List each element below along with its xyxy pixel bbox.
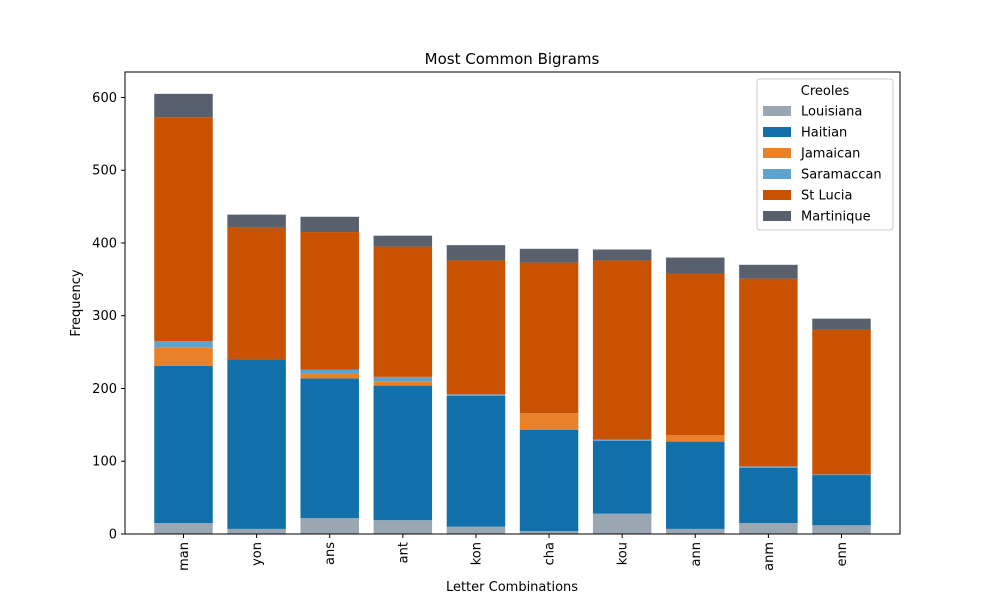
bar-cha-jamaican	[519, 413, 579, 430]
bar-ant-jamaican	[373, 381, 433, 386]
bar-kon-haitian	[446, 395, 506, 527]
bar-cha-louisiana	[519, 531, 579, 534]
bar-kon-saramaccan	[446, 394, 506, 396]
bar-yon-martinique	[227, 214, 286, 227]
bar-cha-martinique	[519, 248, 579, 263]
bar-enn-haitian	[812, 475, 871, 526]
legend-item-label: Martinique	[801, 210, 871, 225]
legend-swatch	[763, 211, 791, 221]
bar-ans-saramaccan	[300, 369, 359, 374]
bars-layer	[154, 93, 871, 534]
plot-frame	[124, 71, 901, 535]
y-tick-label: 0	[109, 528, 117, 543]
bar-man-martinique	[154, 93, 213, 118]
legend-title: Creoles	[801, 84, 850, 99]
bar-anm-louisiana	[739, 523, 798, 534]
y-tick-label: 100	[92, 455, 117, 470]
bar-kou-saramaccan	[592, 439, 652, 441]
bar-ann-louisiana	[666, 528, 725, 534]
bar-man-jamaican	[154, 347, 213, 366]
bar-man-haitian	[154, 365, 213, 524]
bar-ant-martinique	[373, 235, 433, 247]
legend-swatch	[763, 106, 791, 116]
y-axis-label: Frequency	[69, 269, 84, 336]
bar-yon-haitian	[227, 359, 286, 529]
bar-man-louisiana	[154, 523, 213, 534]
bar-ans-louisiana	[300, 517, 359, 534]
x-tick-label: kou	[616, 542, 631, 565]
bar-ann-st-lucia	[666, 273, 725, 436]
bar-yon-louisiana	[227, 528, 286, 534]
x-tick-label: man	[177, 542, 192, 571]
bar-kou-st-lucia	[592, 260, 652, 440]
legend-item-label: St Lucia	[801, 189, 852, 204]
legend-item-label: Saramaccan	[801, 168, 882, 183]
x-axis-label: Letter Combinations	[446, 580, 578, 595]
bar-anm-haitian	[739, 467, 798, 524]
x-tick-label: cha	[543, 542, 558, 565]
legend-item-label: Jamaican	[800, 147, 860, 162]
bar-kou-haitian	[592, 440, 652, 514]
x-tick-label: ant	[396, 542, 411, 563]
y-tick-label: 300	[92, 309, 117, 324]
legend-item-label: Haitian	[801, 126, 847, 141]
bar-kon-louisiana	[446, 526, 506, 534]
bar-ant-haitian	[373, 385, 433, 521]
y-tick-label: 500	[92, 164, 117, 179]
bar-ann-haitian	[666, 441, 725, 529]
bar-ant-st-lucia	[373, 246, 433, 377]
bar-kon-martinique	[446, 245, 506, 261]
x-tick-label: ann	[689, 542, 704, 566]
bar-ant-louisiana	[373, 520, 433, 534]
bar-ant-saramaccan	[373, 376, 433, 382]
bar-kou-martinique	[592, 249, 652, 261]
x-tick-label: anm	[762, 542, 777, 571]
bar-ann-martinique	[666, 257, 725, 274]
legend-item-label: Louisiana	[801, 105, 862, 120]
bar-ans-martinique	[300, 216, 359, 233]
bar-anm-saramaccan	[739, 466, 798, 468]
legend-swatch	[763, 148, 791, 158]
legend-swatch	[763, 127, 791, 137]
x-tick-label: enn	[835, 542, 850, 566]
legend-swatch	[763, 190, 791, 200]
y-tick-label: 200	[92, 382, 117, 397]
chart-title: Most Common Bigrams	[425, 50, 600, 68]
x-tick-label: ans	[323, 542, 338, 565]
bar-anm-martinique	[739, 264, 798, 279]
legend: Creoles Louisiana Haitian Jamaican Saramacca…	[756, 78, 894, 231]
bar-man-saramaccan	[154, 341, 213, 348]
bar-ans-haitian	[300, 378, 359, 518]
bar-cha-st-lucia	[519, 262, 579, 414]
bar-enn-saramaccan	[812, 474, 871, 476]
x-tick-label: yon	[250, 542, 265, 566]
bar-ans-jamaican	[300, 373, 359, 379]
axes-layer: 0 100 200 300 400 500 600 man yon ans ant kon cha kou…	[92, 71, 901, 571]
bar-ans-st-lucia	[300, 232, 359, 370]
bar-kon-st-lucia	[446, 260, 506, 395]
y-tick-label: 400	[92, 236, 117, 251]
bar-ann-jamaican	[666, 435, 725, 442]
legend-swatch	[763, 169, 791, 179]
bar-cha-haitian	[519, 429, 579, 532]
bar-enn-martinique	[812, 318, 871, 330]
bar-enn-louisiana	[812, 525, 871, 534]
y-tick-label: 600	[92, 91, 117, 106]
bar-anm-st-lucia	[739, 278, 798, 467]
x-tick-label: kon	[469, 542, 484, 565]
bar-yon-st-lucia	[227, 226, 286, 360]
bar-man-st-lucia	[154, 117, 213, 342]
bar-kou-louisiana	[592, 513, 652, 534]
bar-enn-st-lucia	[812, 329, 871, 475]
